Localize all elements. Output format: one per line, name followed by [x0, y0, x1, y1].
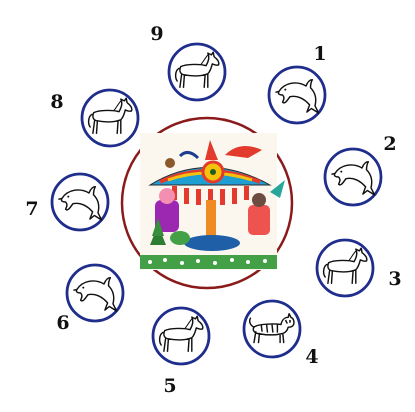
position-9: 9 [150, 23, 227, 102]
position-3: 3 [315, 238, 402, 298]
position-6: 6 [56, 263, 125, 334]
position-8: 8 [50, 88, 140, 148]
position-4: 4 [242, 299, 319, 368]
position-5: 5 [151, 306, 211, 397]
position-number: 9 [150, 23, 163, 45]
positions-group: 1 2 3 4 5 6 7 8 9 [25, 23, 401, 397]
position-ring [267, 65, 327, 125]
position-ring [151, 306, 211, 366]
position-7: 7 [25, 172, 110, 232]
position-number: 6 [56, 312, 69, 334]
position-number: 3 [388, 268, 401, 290]
position-number: 5 [163, 375, 176, 397]
position-number: 7 [25, 198, 38, 220]
position-number: 2 [383, 133, 396, 155]
position-ring [65, 263, 125, 323]
position-ring [80, 88, 140, 148]
position-ring [167, 42, 227, 102]
position-number: 1 [313, 43, 326, 65]
position-ring [50, 172, 110, 232]
position-1: 1 [267, 43, 327, 125]
carousel-illustration [140, 133, 285, 270]
position-ring [315, 238, 375, 298]
position-ring [323, 147, 383, 207]
position-number: 4 [305, 346, 318, 368]
position-2: 2 [323, 133, 397, 207]
position-number: 8 [50, 91, 63, 113]
